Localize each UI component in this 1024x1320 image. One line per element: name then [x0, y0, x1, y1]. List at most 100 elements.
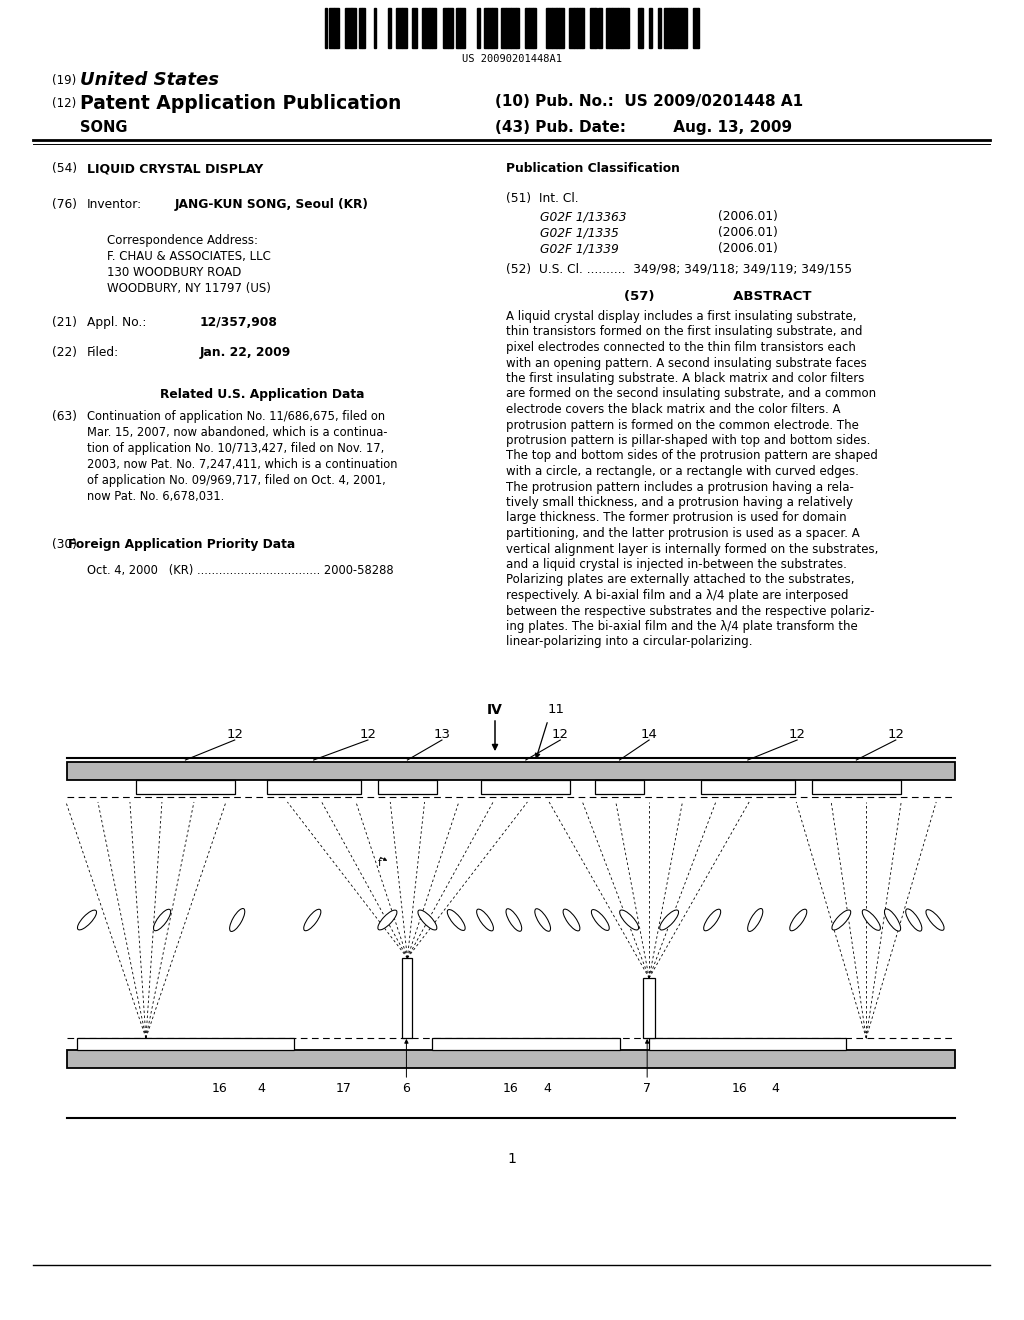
Bar	[267, 780, 360, 795]
Ellipse shape	[563, 909, 580, 931]
Bar	[361, 8, 365, 48]
Text: electrode covers the black matrix and the color filters. A: electrode covers the black matrix and th…	[506, 403, 841, 416]
Bar	[529, 8, 532, 48]
Ellipse shape	[831, 909, 851, 931]
Text: the first insulating substrate. A black matrix and color filters: the first insulating substrate. A black …	[506, 372, 864, 385]
Bar	[684, 8, 687, 48]
Bar	[430, 8, 432, 48]
Text: protrusion pattern is pillar-shaped with top and bottom sides.: protrusion pattern is pillar-shaped with…	[506, 434, 870, 447]
Text: (2006.01): (2006.01)	[718, 210, 778, 223]
Text: (10) Pub. No.:  US 2009/0201448 A1: (10) Pub. No.: US 2009/0201448 A1	[495, 94, 803, 110]
Ellipse shape	[418, 909, 437, 931]
Text: 16: 16	[503, 1082, 519, 1096]
Ellipse shape	[926, 909, 944, 931]
Bar	[673, 8, 678, 48]
Text: Continuation of application No. 11/686,675, filed on: Continuation of application No. 11/686,6…	[87, 411, 385, 422]
Bar	[136, 780, 234, 795]
Text: (2006.01): (2006.01)	[718, 226, 778, 239]
Text: (63): (63)	[52, 411, 77, 422]
Bar	[402, 8, 407, 48]
Text: 4: 4	[257, 1082, 265, 1096]
Text: 12: 12	[226, 729, 244, 741]
Text: 13: 13	[433, 729, 451, 741]
Text: Oct. 4, 2000   (KR) .................................. 2000-58288: Oct. 4, 2000 (KR) ......................…	[87, 564, 393, 577]
Bar	[488, 8, 492, 48]
Bar	[374, 8, 376, 48]
Ellipse shape	[748, 908, 763, 932]
Text: IV: IV	[487, 704, 503, 717]
Bar	[693, 8, 698, 48]
Bar	[605, 8, 608, 48]
Text: SONG: SONG	[80, 120, 128, 135]
Bar	[325, 8, 328, 48]
Ellipse shape	[378, 909, 397, 929]
Text: 130 WOODBURY ROAD: 130 WOODBURY ROAD	[106, 267, 242, 279]
Text: with an opening pattern. A second insulating substrate faces: with an opening pattern. A second insula…	[506, 356, 866, 370]
Text: G02F 1/1335: G02F 1/1335	[540, 226, 618, 239]
Ellipse shape	[862, 909, 881, 931]
Text: F. CHAU & ASSOCIATES, LLC: F. CHAU & ASSOCIATES, LLC	[106, 249, 271, 263]
Text: between the respective substrates and the respective polariz-: between the respective substrates and th…	[506, 605, 874, 618]
Ellipse shape	[447, 909, 465, 931]
Text: of application No. 09/969,717, filed on Oct. 4, 2001,: of application No. 09/969,717, filed on …	[87, 474, 386, 487]
Text: JANG-KUN SONG, Seoul (KR): JANG-KUN SONG, Seoul (KR)	[175, 198, 369, 211]
Bar	[612, 8, 617, 48]
Text: 4: 4	[544, 1082, 552, 1096]
Bar	[516, 8, 519, 48]
Bar	[595, 780, 644, 795]
Text: large thickness. The former protrusion is used for domain: large thickness. The former protrusion i…	[506, 511, 847, 524]
Bar	[67, 762, 955, 780]
Ellipse shape	[790, 909, 807, 931]
Text: pixel electrodes connected to the thin film transistors each: pixel electrodes connected to the thin f…	[506, 341, 856, 354]
Ellipse shape	[506, 908, 521, 932]
Ellipse shape	[304, 909, 321, 931]
Bar	[532, 8, 536, 48]
Text: Patent Application Publication: Patent Application Publication	[80, 94, 401, 114]
Bar	[456, 8, 459, 48]
Text: 1: 1	[508, 1152, 516, 1166]
Ellipse shape	[476, 909, 494, 931]
Text: tion of application No. 10/713,427, filed on Nov. 17,: tion of application No. 10/713,427, file…	[87, 442, 384, 455]
Bar	[422, 8, 425, 48]
Text: 2003, now Pat. No. 7,247,411, which is a continuation: 2003, now Pat. No. 7,247,411, which is a…	[87, 458, 397, 471]
Text: 16: 16	[732, 1082, 748, 1096]
Text: (22): (22)	[52, 346, 77, 359]
Bar	[678, 8, 684, 48]
Bar	[641, 8, 643, 48]
Bar	[590, 8, 595, 48]
Text: US 20090201448A1: US 20090201448A1	[462, 54, 562, 63]
Text: (51)  Int. Cl.: (51) Int. Cl.	[506, 191, 579, 205]
Text: 7: 7	[643, 1082, 651, 1096]
Bar	[643, 978, 655, 1038]
Bar	[330, 8, 335, 48]
Ellipse shape	[659, 909, 679, 931]
Bar	[622, 8, 624, 48]
Text: Inventor:: Inventor:	[87, 198, 142, 211]
Bar	[481, 780, 570, 795]
Text: A liquid crystal display includes a first insulating substrate,: A liquid crystal display includes a firs…	[506, 310, 856, 323]
Bar	[460, 8, 465, 48]
Text: (52)  U.S. Cl. ..........  349/98; 349/118; 349/119; 349/155: (52) U.S. Cl. .......... 349/98; 349/118…	[506, 261, 852, 275]
Bar	[447, 8, 454, 48]
Bar	[577, 8, 581, 48]
Text: LIQUID CRYSTAL DISPLAY: LIQUID CRYSTAL DISPLAY	[87, 162, 263, 176]
Text: 6: 6	[402, 1082, 411, 1096]
Bar	[559, 8, 563, 48]
Text: partitioning, and the latter protrusion is used as a spacer. A: partitioning, and the latter protrusion …	[506, 527, 860, 540]
Text: (54): (54)	[52, 162, 77, 176]
Text: 12: 12	[888, 729, 904, 741]
Bar	[484, 8, 488, 48]
Ellipse shape	[620, 909, 639, 931]
Bar	[506, 8, 511, 48]
Bar	[476, 8, 480, 48]
Text: (30): (30)	[52, 539, 77, 550]
Bar	[812, 780, 901, 795]
Text: (76): (76)	[52, 198, 77, 211]
Text: ing plates. The bi-axial film and the λ/4 plate transform the: ing plates. The bi-axial film and the λ/…	[506, 620, 858, 634]
Text: The top and bottom sides of the protrusion pattern are shaped: The top and bottom sides of the protrusi…	[506, 450, 878, 462]
Text: G02F 1/1339: G02F 1/1339	[540, 242, 618, 255]
Text: (12): (12)	[52, 96, 76, 110]
Text: protrusion pattern is formed on the common electrode. The: protrusion pattern is formed on the comm…	[506, 418, 859, 432]
Text: (19): (19)	[52, 74, 76, 87]
Text: are formed on the second insulating substrate, and a common: are formed on the second insulating subs…	[506, 388, 877, 400]
